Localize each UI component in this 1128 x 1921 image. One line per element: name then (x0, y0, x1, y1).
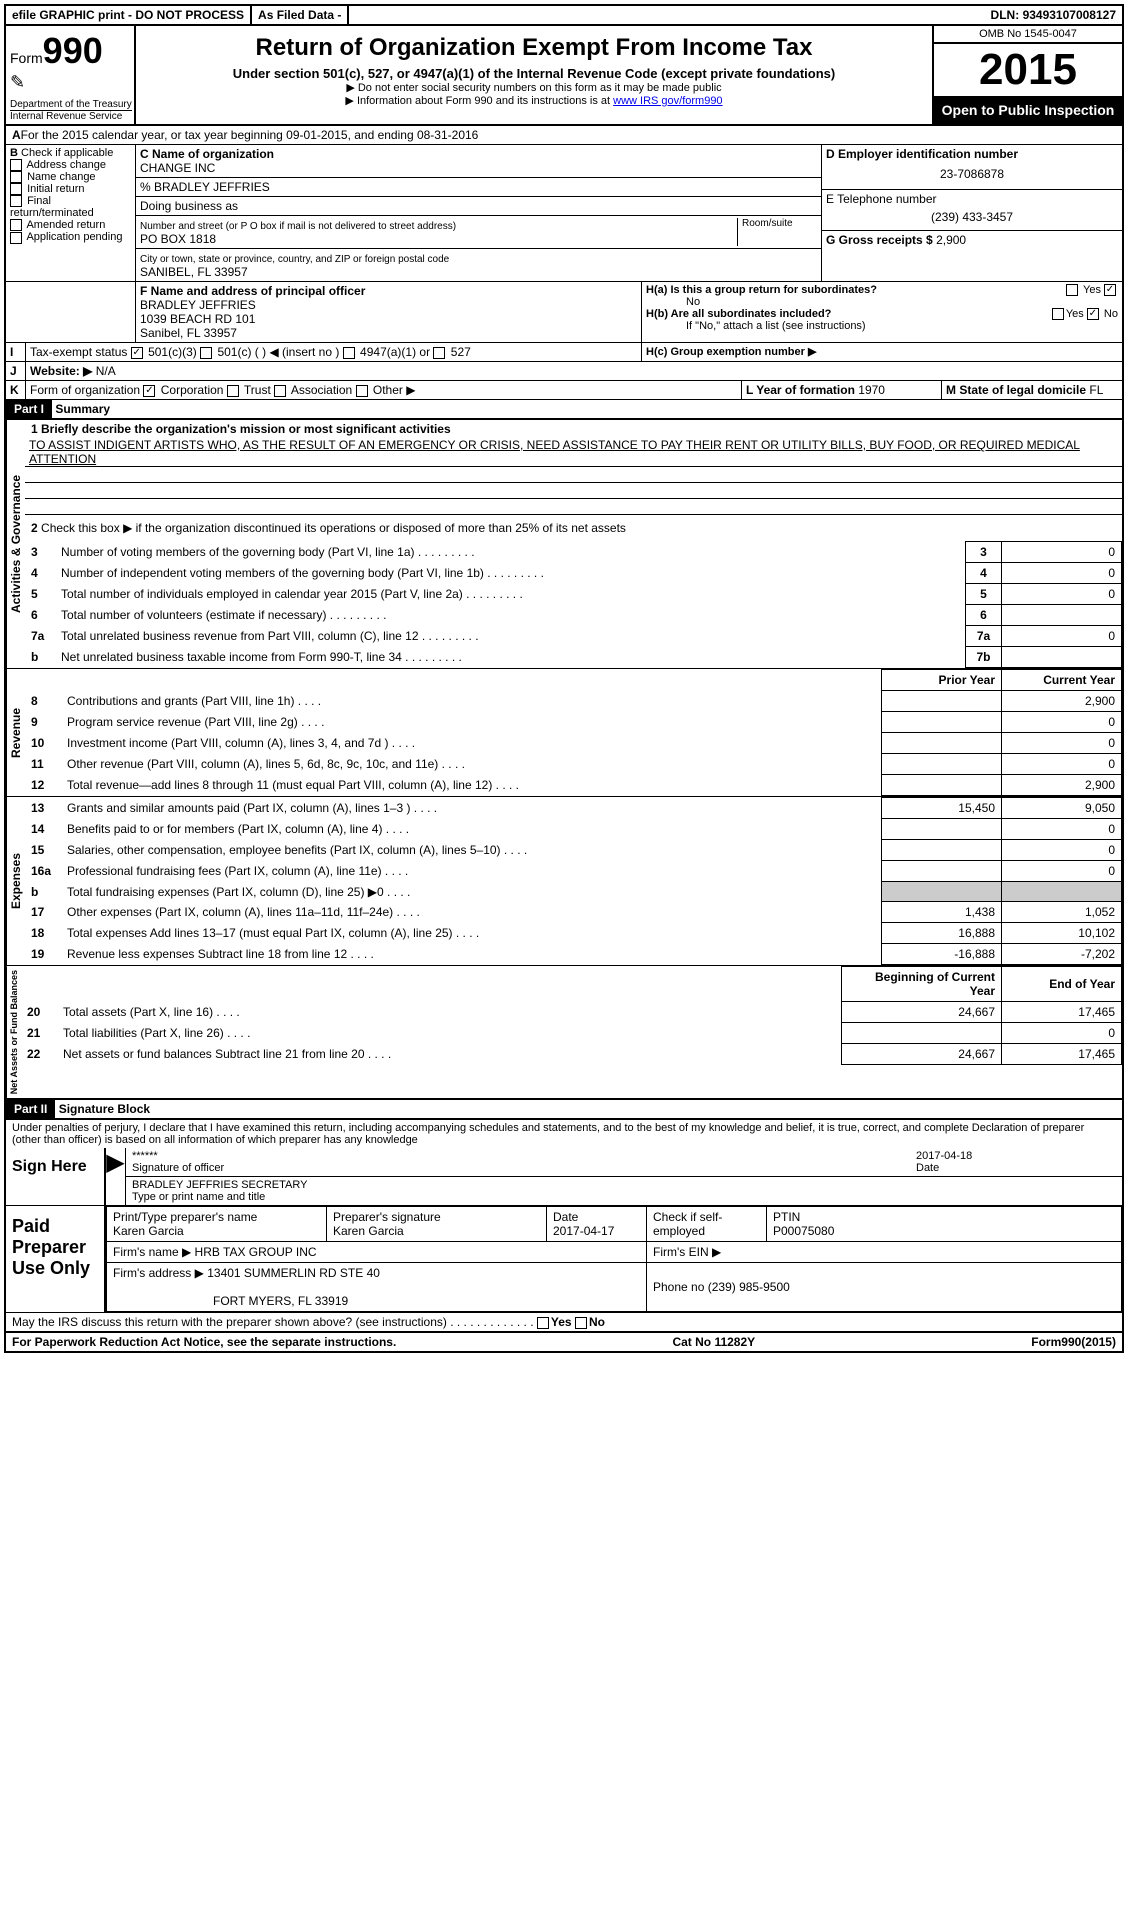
data-row: 18Total expenses Add lines 13–17 (must e… (25, 923, 1122, 944)
data-row: 8Contributions and grants (Part VIII, li… (25, 691, 1122, 712)
section-klm: K Form of organization Corporation Trust… (6, 381, 1122, 400)
data-row: 14Benefits paid to or for members (Part … (25, 819, 1122, 840)
form-subtitle: Under section 501(c), 527, or 4947(a)(1)… (146, 66, 922, 81)
data-row: 9Program service revenue (Part VIII, lin… (25, 712, 1122, 733)
gov-row: 7aTotal unrelated business revenue from … (25, 626, 1122, 647)
gov-row: 6Total number of volunteers (estimate if… (25, 605, 1122, 626)
note1: ▶ Do not enter social security numbers o… (146, 81, 922, 94)
line-a: A For the 2015 calendar year, or tax yea… (6, 126, 1122, 145)
section-i: I Tax-exempt status 501(c)(3) 501(c) ( )… (6, 343, 1122, 362)
discuss-row: May the IRS discuss this return with the… (6, 1313, 1122, 1333)
section-c: C Name of organizationCHANGE INC % BRADL… (136, 145, 822, 281)
data-row: 19Revenue less expenses Subtract line 18… (25, 944, 1122, 965)
omb: OMB No 1545-0047 (934, 26, 1122, 44)
section-hc: H(c) Group exemption number ▶ (642, 343, 1122, 361)
gov-row: 3Number of voting members of the governi… (25, 542, 1122, 563)
data-row: 21Total liabilities (Part X, line 26) . … (21, 1023, 1122, 1044)
data-row: 20Total assets (Part X, line 16) . . . .… (21, 1002, 1122, 1023)
gov-row: 4Number of independent voting members of… (25, 563, 1122, 584)
section-h: H(a) Is this a group return for subordin… (642, 282, 1122, 342)
mission-text: TO ASSIST INDIGENT ARTISTS WHO, AS THE R… (25, 438, 1122, 467)
part1-expenses: Expenses 13Grants and similar amounts pa… (6, 797, 1122, 966)
header: Form990 ✎ Department of the Treasury Int… (6, 26, 1122, 126)
section-f: F Name and address of principal officer … (136, 282, 642, 342)
data-row: 12Total revenue—add lines 8 through 11 (… (25, 775, 1122, 796)
dln: DLN: 93493107008127 (985, 6, 1122, 24)
data-row: 22Net assets or fund balances Subtract l… (21, 1044, 1122, 1065)
section-bcdefgh: B Check if applicable Address change Nam… (6, 145, 1122, 282)
header-right: OMB No 1545-0047 2015 Open to Public Ins… (932, 26, 1122, 124)
sign-here-block: Sign Here ▶ ******Signature of officer20… (6, 1148, 1122, 1206)
open-inspection: Open to Public Inspection (934, 96, 1122, 124)
part1-netassets: Net Assets or Fund Balances Beginning of… (6, 966, 1122, 1100)
part1-governance: Activities & Governance 1 Briefly descri… (6, 420, 1122, 669)
perjury-text: Under penalties of perjury, I declare th… (6, 1120, 1122, 1148)
form-title: Return of Organization Exempt From Incom… (146, 34, 922, 62)
section-fh: F Name and address of principal officer … (6, 282, 1122, 343)
irs-link[interactable]: www IRS gov/form990 (613, 95, 722, 107)
topbar: efile GRAPHIC print - DO NOT PROCESS As … (6, 6, 1122, 26)
section-defg: D Employer identification number23-70868… (822, 145, 1122, 281)
netassets-table: Beginning of Current YearEnd of Year 20T… (21, 966, 1122, 1065)
as-filed: As Filed Data - (252, 6, 349, 24)
efile-notice: efile GRAPHIC print - DO NOT PROCESS (6, 6, 252, 24)
header-center: Return of Organization Exempt From Incom… (136, 26, 932, 124)
section-j: J Website: ▶ N/A (6, 362, 1122, 381)
form-number: Form990 (10, 30, 130, 72)
data-row: 16aProfessional fundraising fees (Part I… (25, 861, 1122, 882)
revenue-table: Prior YearCurrent Year 8Contributions an… (25, 669, 1122, 796)
governance-label: Activities & Governance (6, 420, 25, 668)
form-990-page: efile GRAPHIC print - DO NOT PROCESS As … (4, 4, 1124, 1353)
dept: Department of the Treasury Internal Reve… (10, 99, 132, 122)
data-row: bTotal fundraising expenses (Part IX, co… (25, 882, 1122, 902)
part1-revenue: Revenue Prior YearCurrent Year 8Contribu… (6, 669, 1122, 797)
part-1-header: Part I Summary (6, 400, 1122, 420)
data-row: 13Grants and similar amounts paid (Part … (25, 798, 1122, 819)
note2: ▶ Information about Form 990 and its ins… (146, 94, 922, 107)
expenses-table: 13Grants and similar amounts paid (Part … (25, 797, 1122, 965)
governance-table: 3Number of voting members of the governi… (25, 541, 1122, 668)
data-row: 10Investment income (Part VIII, column (… (25, 733, 1122, 754)
part-2-header: Part II Signature Block (6, 1100, 1122, 1120)
data-row: 15Salaries, other compensation, employee… (25, 840, 1122, 861)
gov-row: 5Total number of individuals employed in… (25, 584, 1122, 605)
data-row: 17Other expenses (Part IX, column (A), l… (25, 902, 1122, 923)
footer: For Paperwork Reduction Act Notice, see … (6, 1333, 1122, 1351)
tax-year: 2015 (934, 44, 1122, 96)
section-b: B Check if applicable Address change Nam… (6, 145, 136, 281)
data-row: 11Other revenue (Part VIII, column (A), … (25, 754, 1122, 775)
paid-preparer-block: Paid Preparer Use Only Print/Type prepar… (6, 1206, 1122, 1313)
header-left: Form990 ✎ Department of the Treasury Int… (6, 26, 136, 124)
gov-row: bNet unrelated business taxable income f… (25, 647, 1122, 668)
